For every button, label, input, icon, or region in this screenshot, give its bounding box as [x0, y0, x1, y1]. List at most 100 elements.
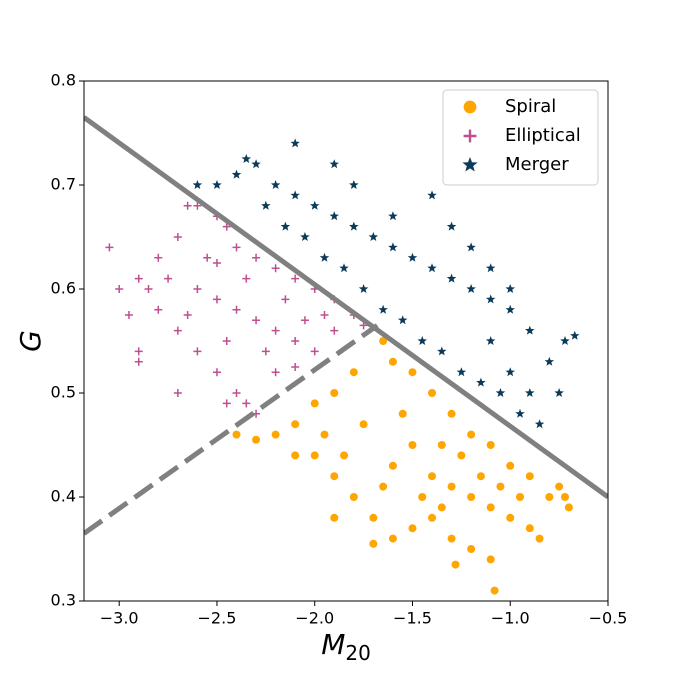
- point: [134, 347, 143, 356]
- point: [555, 482, 564, 491]
- point: [115, 285, 124, 293]
- point: [457, 451, 466, 460]
- point: [486, 555, 495, 564]
- point: [300, 316, 309, 325]
- point: [417, 336, 427, 345]
- y-axis-label: G: [14, 330, 47, 352]
- point: [241, 154, 251, 163]
- point: [535, 534, 544, 543]
- point: [486, 503, 495, 512]
- point: [388, 357, 397, 366]
- legend-marker: [463, 100, 477, 114]
- point: [451, 560, 460, 569]
- point: [193, 285, 202, 293]
- legend-box: [442, 89, 599, 186]
- point: [291, 274, 300, 283]
- point: [291, 337, 300, 345]
- legend-label: Spiral: [505, 96, 556, 117]
- point: [525, 524, 534, 533]
- point: [291, 420, 300, 429]
- point: [447, 409, 456, 418]
- point: [446, 273, 457, 283]
- point: [310, 200, 320, 210]
- point: [447, 534, 456, 543]
- legend-label: Elliptical: [505, 125, 581, 146]
- point: [446, 221, 457, 231]
- point: [534, 419, 545, 429]
- point: [232, 305, 241, 314]
- y-tick-label: 0.7: [51, 175, 76, 194]
- point: [516, 493, 525, 501]
- point: [330, 513, 339, 522]
- point: [447, 482, 456, 491]
- reference-line: [84, 323, 379, 536]
- point: [290, 190, 300, 200]
- point: [252, 435, 261, 444]
- point: [525, 325, 535, 335]
- point: [203, 253, 212, 262]
- point: [271, 264, 280, 273]
- point: [369, 539, 378, 548]
- x-tick-label: −1.5: [393, 609, 432, 628]
- legend-marker: [462, 157, 478, 172]
- point: [437, 503, 446, 512]
- point: [193, 201, 202, 210]
- point: [212, 368, 221, 377]
- point: [154, 305, 163, 314]
- point: [408, 368, 417, 377]
- point: [495, 388, 506, 397]
- point: [232, 389, 241, 397]
- point: [359, 420, 368, 429]
- legend-marker: [463, 129, 477, 143]
- point: [124, 311, 133, 319]
- point: [428, 472, 437, 481]
- point: [408, 524, 417, 533]
- x-tick-label: −0.5: [589, 609, 628, 628]
- point: [340, 451, 349, 460]
- point: [270, 180, 281, 189]
- point: [281, 295, 290, 304]
- x-tick-label: −1.0: [491, 609, 530, 628]
- point: [388, 242, 398, 252]
- point: [310, 399, 319, 408]
- point: [554, 388, 564, 397]
- point: [505, 367, 515, 377]
- point: [330, 326, 339, 335]
- point: [379, 337, 388, 345]
- point: [560, 493, 569, 501]
- point: [173, 389, 182, 397]
- point: [280, 221, 291, 231]
- point: [134, 274, 143, 283]
- point: [222, 337, 231, 345]
- point: [490, 586, 499, 595]
- x-tick-label: −2.0: [295, 609, 334, 628]
- point: [560, 336, 570, 345]
- point: [144, 285, 153, 293]
- point: [427, 263, 437, 273]
- point: [173, 233, 182, 241]
- point: [349, 493, 358, 501]
- point: [212, 295, 221, 304]
- point: [222, 222, 231, 231]
- point: [154, 253, 163, 262]
- point: [505, 284, 515, 293]
- point: [192, 180, 203, 189]
- x-tick-label: −2.5: [198, 609, 237, 628]
- point: [310, 451, 319, 460]
- point: [252, 316, 261, 325]
- point: [330, 389, 339, 397]
- y-tick-label: 0.3: [51, 591, 76, 610]
- point: [183, 311, 192, 319]
- point: [358, 284, 369, 293]
- point: [427, 190, 437, 200]
- point: [369, 513, 378, 522]
- point: [329, 159, 339, 169]
- point: [467, 493, 476, 501]
- point: [291, 451, 300, 460]
- point: [515, 408, 525, 418]
- point: [319, 252, 330, 262]
- point: [232, 243, 241, 252]
- y-tick-label: 0.4: [51, 487, 76, 506]
- legend-label: Merger: [505, 154, 569, 175]
